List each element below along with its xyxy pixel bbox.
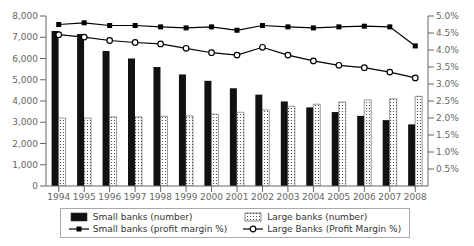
svg-text:0: 0 bbox=[32, 181, 38, 191]
svg-text:1995: 1995 bbox=[73, 192, 96, 202]
svg-text:3.0%: 3.0% bbox=[436, 79, 459, 89]
svg-text:2.5%: 2.5% bbox=[436, 96, 459, 106]
svg-text:1,000: 1,000 bbox=[12, 160, 38, 170]
svg-text:2008: 2008 bbox=[404, 192, 427, 202]
svg-text:4,000: 4,000 bbox=[12, 96, 38, 106]
svg-text:1997: 1997 bbox=[124, 192, 147, 202]
svg-text:2001: 2001 bbox=[226, 192, 249, 202]
svg-text:4.5%: 4.5% bbox=[436, 28, 459, 38]
svg-text:7,000: 7,000 bbox=[12, 32, 38, 42]
svg-text:2007: 2007 bbox=[378, 192, 401, 202]
svg-text:1.0%: 1.0% bbox=[436, 147, 459, 157]
svg-text:1996: 1996 bbox=[98, 192, 121, 202]
svg-text:6,000: 6,000 bbox=[12, 54, 38, 64]
svg-text:2,000: 2,000 bbox=[12, 139, 38, 149]
svg-text:1998: 1998 bbox=[149, 192, 172, 202]
svg-text:4.0%: 4.0% bbox=[436, 45, 459, 55]
svg-text:5,000: 5,000 bbox=[12, 75, 38, 85]
svg-text:2006: 2006 bbox=[353, 192, 376, 202]
html-text:Small banks (number): Small banks (number) bbox=[92, 212, 193, 222]
svg-text:2004: 2004 bbox=[302, 192, 325, 202]
svg-text:3.5%: 3.5% bbox=[436, 62, 459, 72]
svg-text:2000: 2000 bbox=[200, 192, 223, 202]
svg-text:2002: 2002 bbox=[251, 192, 274, 202]
html-text:Small banks (profit margin %): Small banks (profit margin %) bbox=[92, 224, 228, 234]
svg-text:5.0%: 5.0% bbox=[436, 11, 459, 21]
svg-text:2003: 2003 bbox=[276, 192, 299, 202]
svg-text:1999: 1999 bbox=[175, 192, 198, 202]
svg-text:0.5%: 0.5% bbox=[436, 164, 459, 174]
html-text:Large banks (number): Large banks (number) bbox=[267, 212, 368, 222]
svg-text:1.5%: 1.5% bbox=[436, 130, 459, 140]
svg-text:2005: 2005 bbox=[327, 192, 350, 202]
html-text:Large Banks (Profit Margin %): Large Banks (Profit Margin %) bbox=[267, 224, 402, 234]
svg-text:2.0%: 2.0% bbox=[436, 113, 459, 123]
svg-text:8,000: 8,000 bbox=[12, 11, 38, 21]
svg-text:1994: 1994 bbox=[47, 192, 70, 202]
svg-text:3,000: 3,000 bbox=[12, 117, 38, 127]
